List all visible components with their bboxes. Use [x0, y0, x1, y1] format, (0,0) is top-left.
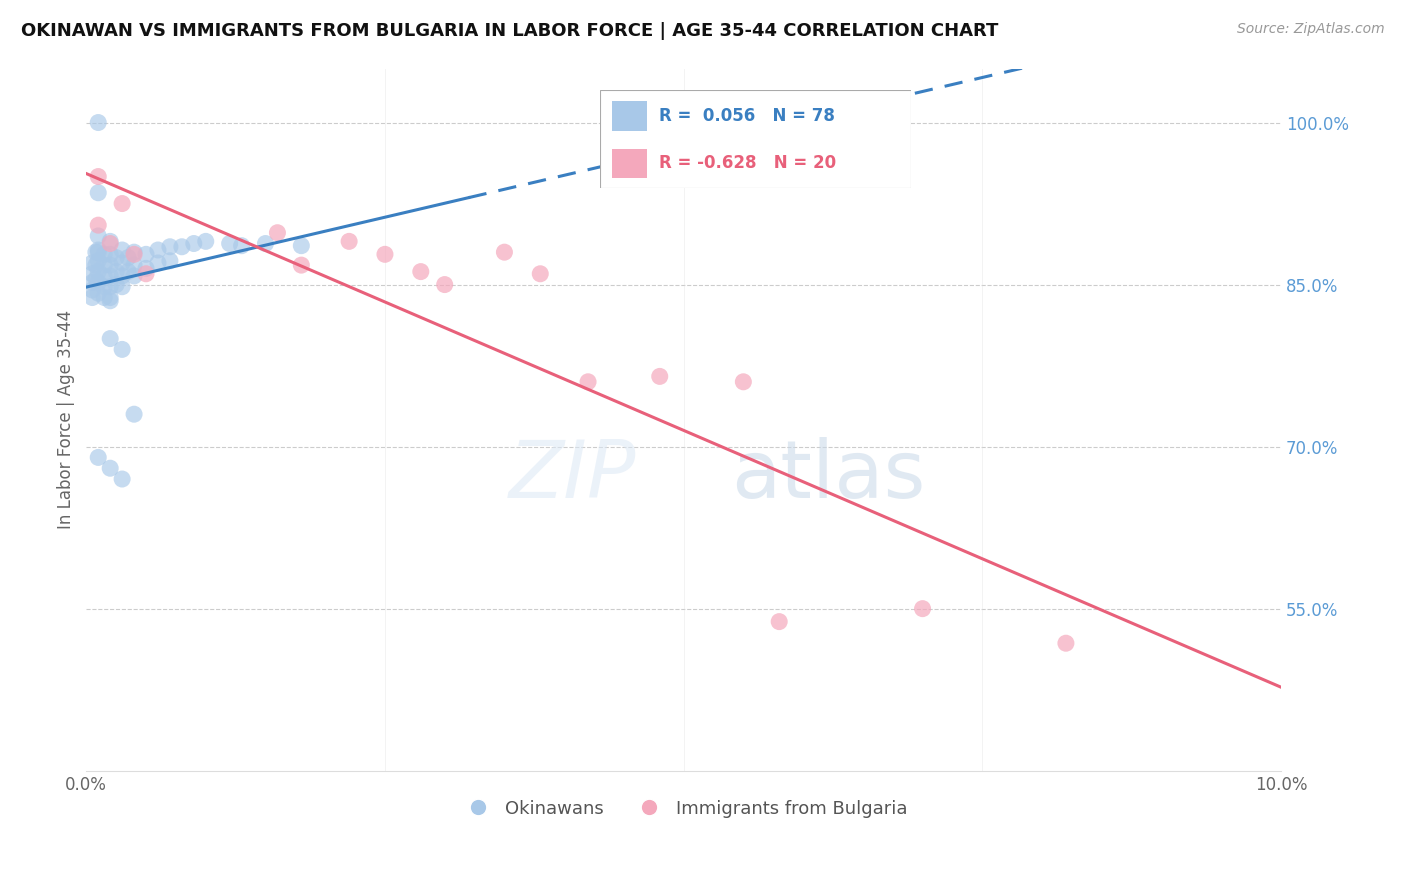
- Point: [290, 258, 312, 272]
- Point: [87, 276, 110, 290]
- Point: [529, 267, 551, 281]
- Point: [111, 472, 134, 486]
- Point: [98, 279, 121, 293]
- Point: [82, 291, 104, 305]
- Point: [87, 229, 110, 244]
- Point: [87, 169, 110, 184]
- Point: [1054, 636, 1077, 650]
- Point: [98, 235, 121, 249]
- Point: [87, 450, 110, 465]
- Point: [93, 279, 115, 293]
- Point: [84, 272, 107, 286]
- Point: [84, 245, 107, 260]
- Point: [98, 258, 121, 272]
- Text: atlas: atlas: [731, 437, 925, 515]
- Point: [170, 240, 193, 254]
- Point: [93, 247, 115, 261]
- Point: [122, 407, 145, 421]
- Legend: Okinawans, Immigrants from Bulgaria: Okinawans, Immigrants from Bulgaria: [453, 792, 915, 825]
- Point: [122, 258, 145, 272]
- Point: [98, 332, 121, 346]
- Point: [111, 268, 134, 283]
- Point: [87, 286, 110, 301]
- Point: [87, 253, 110, 268]
- Point: [337, 235, 360, 249]
- Point: [105, 251, 128, 265]
- Point: [87, 243, 110, 257]
- Point: [494, 245, 516, 260]
- Point: [254, 236, 277, 251]
- Point: [122, 247, 145, 261]
- Text: ZIP: ZIP: [509, 437, 636, 515]
- Point: [290, 238, 312, 252]
- Point: [82, 276, 104, 290]
- Point: [159, 253, 181, 268]
- Point: [111, 256, 134, 270]
- Point: [98, 293, 121, 308]
- Point: [111, 343, 134, 357]
- Point: [82, 283, 104, 297]
- Point: [82, 256, 104, 270]
- Point: [111, 243, 134, 257]
- Point: [105, 277, 128, 292]
- Point: [111, 279, 134, 293]
- Point: [122, 268, 145, 283]
- Point: [93, 268, 115, 283]
- Text: Source: ZipAtlas.com: Source: ZipAtlas.com: [1237, 22, 1385, 37]
- Point: [87, 115, 110, 129]
- Point: [87, 186, 110, 200]
- Point: [93, 291, 115, 305]
- Point: [111, 196, 134, 211]
- Point: [733, 375, 755, 389]
- Point: [218, 236, 240, 251]
- Point: [117, 264, 139, 278]
- Point: [146, 243, 169, 257]
- Text: OKINAWAN VS IMMIGRANTS FROM BULGARIA IN LABOR FORCE | AGE 35-44 CORRELATION CHAR: OKINAWAN VS IMMIGRANTS FROM BULGARIA IN …: [21, 22, 998, 40]
- Point: [374, 247, 396, 261]
- Point: [433, 277, 456, 292]
- Point: [135, 247, 157, 261]
- Point: [82, 267, 104, 281]
- Point: [135, 267, 157, 281]
- Point: [122, 245, 145, 260]
- Point: [117, 251, 139, 265]
- Point: [768, 615, 790, 629]
- Point: [194, 235, 217, 249]
- Point: [87, 245, 110, 260]
- Point: [98, 291, 121, 305]
- Point: [87, 218, 110, 232]
- Point: [231, 238, 253, 252]
- Point: [98, 247, 121, 261]
- Point: [98, 268, 121, 283]
- Point: [105, 264, 128, 278]
- Point: [409, 264, 432, 278]
- Point: [911, 601, 934, 615]
- Point: [135, 261, 157, 276]
- Point: [159, 240, 181, 254]
- Point: [266, 226, 288, 240]
- Point: [84, 258, 107, 272]
- Point: [93, 258, 115, 272]
- Point: [576, 375, 599, 389]
- Point: [98, 236, 121, 251]
- Point: [183, 236, 205, 251]
- Y-axis label: In Labor Force | Age 35-44: In Labor Force | Age 35-44: [58, 310, 75, 529]
- Point: [87, 264, 110, 278]
- Point: [146, 256, 169, 270]
- Point: [98, 461, 121, 475]
- Point: [648, 369, 671, 384]
